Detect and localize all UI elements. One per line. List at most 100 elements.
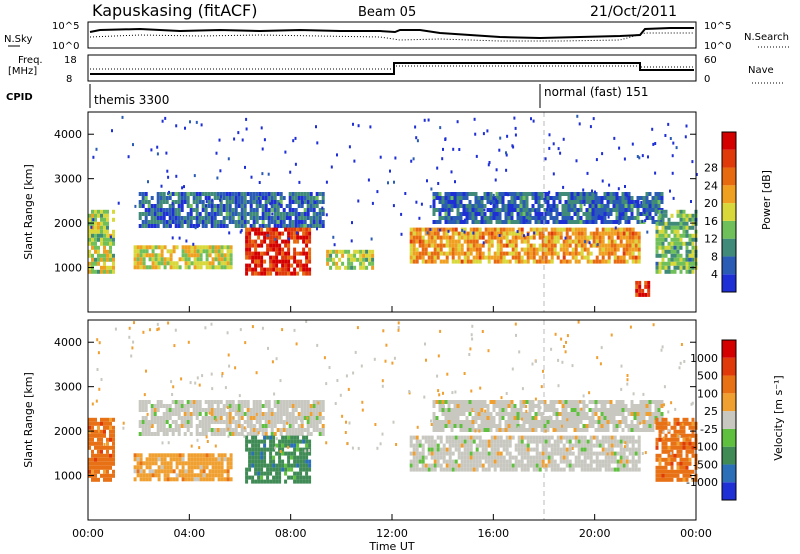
scatter-cell — [147, 204, 151, 208]
scatter-cell — [321, 428, 325, 432]
scatter-cell — [109, 249, 112, 254]
scatter-cell — [651, 400, 655, 404]
scatter-cell — [187, 340, 190, 344]
scatter-cell — [601, 459, 605, 464]
scatter-cell — [421, 451, 425, 456]
scatter-cell — [565, 259, 569, 264]
scatter-cell — [544, 259, 548, 264]
scatter-cell — [519, 408, 523, 412]
scatter-cell — [676, 209, 680, 214]
scatter-cell — [636, 216, 640, 220]
scatter-cell — [409, 239, 413, 244]
scatter-cell — [199, 477, 203, 482]
scatter-cell — [225, 424, 229, 428]
scatter-cell — [516, 216, 520, 220]
scatter-cell — [438, 424, 442, 428]
scatter-cell — [139, 257, 143, 262]
scatter-cell — [510, 200, 514, 204]
scatter-cell — [651, 204, 655, 208]
scatter-cell — [103, 417, 106, 422]
scatter-cell — [145, 473, 149, 478]
scatter-cell — [639, 404, 643, 408]
scatter-cell — [550, 455, 554, 460]
scatter-cell — [502, 467, 506, 472]
scatter-cell — [658, 453, 662, 458]
scatter-cell — [444, 420, 448, 424]
scatter-cell — [644, 284, 648, 289]
scatter-cell — [465, 216, 469, 220]
scatter-cell — [661, 465, 665, 470]
scatter-cell — [618, 200, 622, 204]
scatter-cell — [302, 239, 306, 244]
scatter-cell — [175, 174, 178, 178]
scatter-cell — [255, 216, 259, 220]
scatter-cell — [550, 255, 554, 260]
scatter-cell — [496, 235, 500, 240]
scatter-cell — [217, 469, 221, 474]
scatter-cell — [133, 469, 137, 474]
scatter-cell — [157, 261, 161, 266]
scatter-cell — [499, 235, 503, 240]
scatter-cell — [534, 397, 537, 401]
scatter-cell — [472, 259, 476, 264]
scatter-cell — [213, 192, 217, 196]
scatter-cell — [604, 463, 608, 468]
scatter-cell — [498, 420, 502, 424]
scatter-cell — [657, 404, 661, 408]
scatter-cell — [371, 257, 375, 262]
scatter-cell — [504, 212, 508, 216]
scatter-cell — [459, 216, 463, 220]
scatter-cell — [541, 459, 545, 464]
scatter-cell — [589, 243, 593, 248]
scatter-cell — [202, 469, 206, 474]
scatter-cell — [100, 237, 103, 242]
scatter-cell — [546, 408, 550, 412]
scatter-cell — [264, 420, 268, 424]
scatter-cell — [276, 216, 280, 220]
scatter-cell — [151, 245, 155, 250]
scatter-cell — [412, 435, 416, 440]
scatter-cell — [480, 412, 484, 416]
scatter-cell — [546, 196, 550, 200]
scatter-cell — [502, 251, 506, 256]
scatter-cell — [454, 443, 458, 448]
power-ylabel: Slant Range [km] — [22, 164, 35, 260]
scatter-cell — [471, 428, 475, 432]
scatter-cell — [243, 224, 247, 228]
scatter-cell — [261, 412, 265, 416]
scatter-cell — [202, 245, 206, 250]
scatter-cell — [240, 404, 244, 408]
scatter-cell — [484, 239, 488, 244]
scatter-cell — [648, 208, 652, 212]
scatter-cell — [558, 420, 562, 424]
scatter-cell — [588, 196, 592, 200]
scatter-cell — [210, 200, 214, 204]
scatter-cell — [284, 471, 288, 476]
scatter-cell — [267, 172, 270, 176]
scatter-cell — [142, 245, 146, 250]
scatter-cell — [254, 447, 258, 452]
scatter-cell — [91, 453, 94, 458]
scatter-cell — [294, 200, 298, 204]
scatter-cell — [204, 208, 208, 212]
scatter-cell — [112, 269, 115, 274]
scatter-cell — [353, 249, 357, 254]
scatter-cell — [634, 459, 638, 464]
scatter-cell — [273, 416, 277, 420]
scatter-cell — [612, 428, 616, 432]
scatter-cell — [432, 220, 436, 224]
scatter-cell — [199, 253, 203, 258]
scatter-cell — [477, 404, 481, 408]
scatter-cell — [447, 200, 451, 204]
scatter-cell — [658, 209, 662, 214]
scatter-cell — [198, 424, 202, 428]
scatter-cell — [529, 247, 533, 252]
scatter-cell — [189, 381, 192, 385]
scatter-cell — [457, 231, 461, 236]
scatter-cell — [192, 192, 196, 196]
scatter-cell — [552, 204, 556, 208]
scatter-cell — [148, 469, 152, 474]
scatter-cell — [91, 461, 94, 466]
scatter-cell — [586, 443, 590, 448]
scatter-cell — [141, 424, 145, 428]
